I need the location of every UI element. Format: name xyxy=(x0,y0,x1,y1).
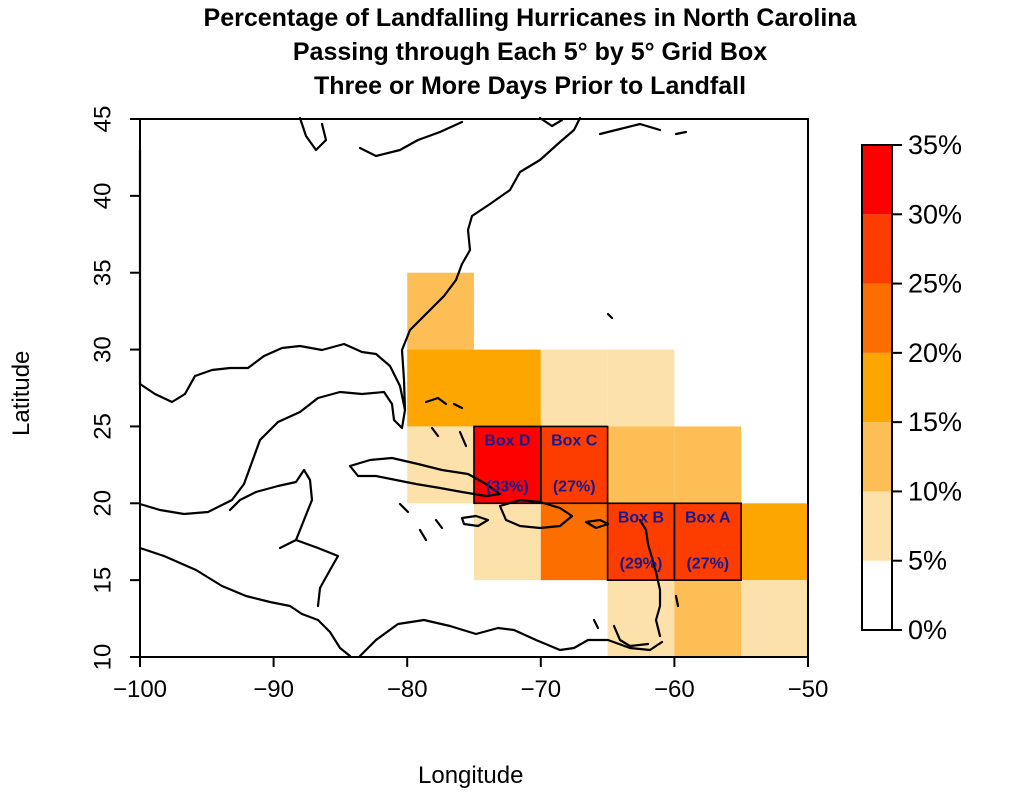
highlighted-boxes: Box D (33%) Box C (27%) Box B (29%) Box A (27%) xyxy=(473,425,743,581)
x-tick-label: −50 xyxy=(788,676,829,703)
axes: −100 −90 −80 −70 −60 −50 10 15 20 25 30 35 40 45 xyxy=(89,106,828,703)
legend-label: 15% xyxy=(908,407,962,437)
box-value-label: (27%) xyxy=(686,555,729,572)
y-tick-label: 45 xyxy=(89,106,116,133)
grid-cell xyxy=(474,426,541,504)
legend-swatch xyxy=(862,491,892,561)
legend-swatch xyxy=(862,560,892,630)
legend-swatch xyxy=(862,352,892,423)
grid-cell xyxy=(607,426,675,504)
grid-cell xyxy=(540,426,608,504)
box-name-label: Box C xyxy=(551,432,598,449)
title-line-2: Passing through Each 5° by 5° Grid Box xyxy=(292,38,768,66)
box-value-label: (33%) xyxy=(486,478,529,495)
title-line-1: Percentage of Landfalling Hurricanes in … xyxy=(203,4,857,32)
box-value-label: (29%) xyxy=(620,555,663,572)
grid-cell xyxy=(674,580,742,657)
grid-cell xyxy=(607,349,675,427)
y-axis-label: Latitude xyxy=(8,350,35,436)
y-tick-label: 15 xyxy=(89,567,116,594)
x-tick-label: −90 xyxy=(253,676,294,703)
title-line-3: Three or More Days Prior to Landfall xyxy=(313,72,747,100)
legend-frame xyxy=(861,144,893,631)
plot-frame xyxy=(139,118,809,658)
legend-label: 5% xyxy=(908,546,947,576)
box-name-label: Box A xyxy=(685,509,731,526)
y-tick-label: 40 xyxy=(89,183,116,210)
legend-label: 20% xyxy=(908,338,962,368)
grid-cell xyxy=(474,349,541,427)
box-name-label: Box B xyxy=(618,509,664,526)
box-name-label: Box D xyxy=(484,432,530,449)
legend-swatch xyxy=(862,422,892,492)
legend-label: 35% xyxy=(908,130,962,160)
x-tick-label: −80 xyxy=(387,676,428,703)
legend-label: 10% xyxy=(908,476,962,506)
legend-swatch xyxy=(862,145,892,215)
legend-swatch xyxy=(862,214,892,284)
grid-cell xyxy=(674,503,742,581)
x-tick-label: −70 xyxy=(520,676,561,703)
grid-cell xyxy=(474,503,541,581)
y-tick-label: 35 xyxy=(89,259,116,286)
legend-label: 25% xyxy=(908,269,962,299)
y-tick-label: 25 xyxy=(89,413,116,440)
color-legend: 0% 5% 10% 15% 20% 25% 30% 35% xyxy=(861,130,962,645)
y-tick-label: 20 xyxy=(89,490,116,517)
grid-cell xyxy=(407,349,474,427)
grid-cell xyxy=(540,349,608,427)
grid-cell xyxy=(540,503,608,581)
grid-cell xyxy=(607,503,675,581)
grid-cell xyxy=(741,580,808,657)
y-tick-label: 30 xyxy=(89,336,116,363)
y-tick-label: 10 xyxy=(89,644,116,671)
legend-label: 30% xyxy=(908,199,962,229)
legend-swatch xyxy=(862,283,892,353)
grid-cell xyxy=(407,272,474,350)
x-axis-label: Longitude xyxy=(418,762,524,789)
legend-label: 0% xyxy=(908,615,947,645)
grid-cell xyxy=(741,503,808,581)
box-outline xyxy=(539,425,609,505)
x-tick-label: −60 xyxy=(654,676,695,703)
box-outline xyxy=(673,502,743,581)
grid-cell xyxy=(674,426,742,504)
box-value-label: (27%) xyxy=(553,478,596,495)
x-tick-label: −100 xyxy=(113,676,167,703)
